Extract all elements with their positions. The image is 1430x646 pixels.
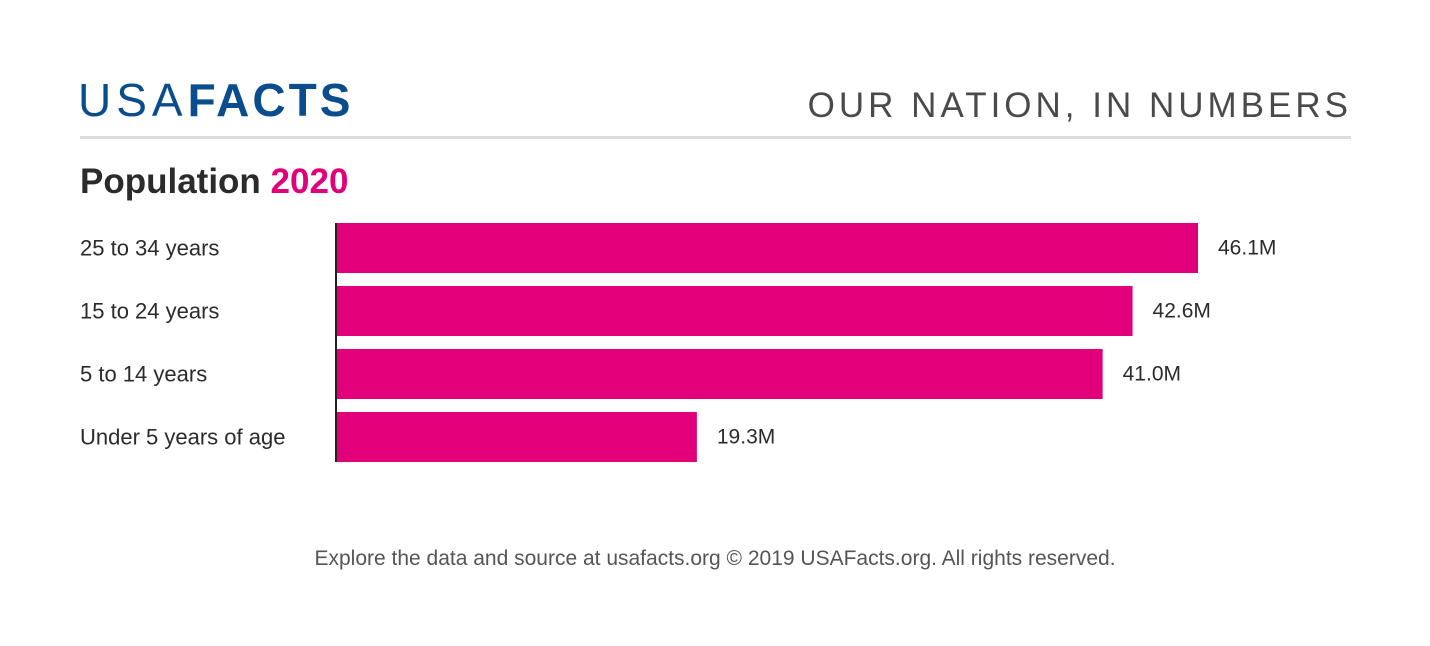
category-label: Under 5 years of age [80,425,285,450]
value-label: 41.0M [1123,363,1181,386]
bar [336,223,1198,273]
bar [336,286,1133,336]
logo-usa-text: USA [78,74,188,126]
tagline: OUR NATION, IN NUMBERS [807,86,1352,125]
footer-credit: Explore the data and source at usafacts.… [314,547,1116,570]
header-divider [80,136,1351,139]
usafacts-logo[interactable]: USAFACTS [78,72,353,128]
value-label: 19.3M [717,426,775,449]
category-label: 25 to 34 years [80,236,219,261]
logo-facts-text: FACTS [187,74,354,126]
bar [336,349,1103,399]
chart-title-year: 2020 [270,162,349,201]
category-label: 15 to 24 years [80,299,219,324]
category-label: 5 to 14 years [80,362,207,387]
chart-title: Population 2020 [80,160,348,204]
bar [336,412,697,462]
chart-title-main: Population [80,162,261,201]
value-label: 42.6M [1153,300,1211,323]
value-label: 46.1M [1218,237,1276,260]
